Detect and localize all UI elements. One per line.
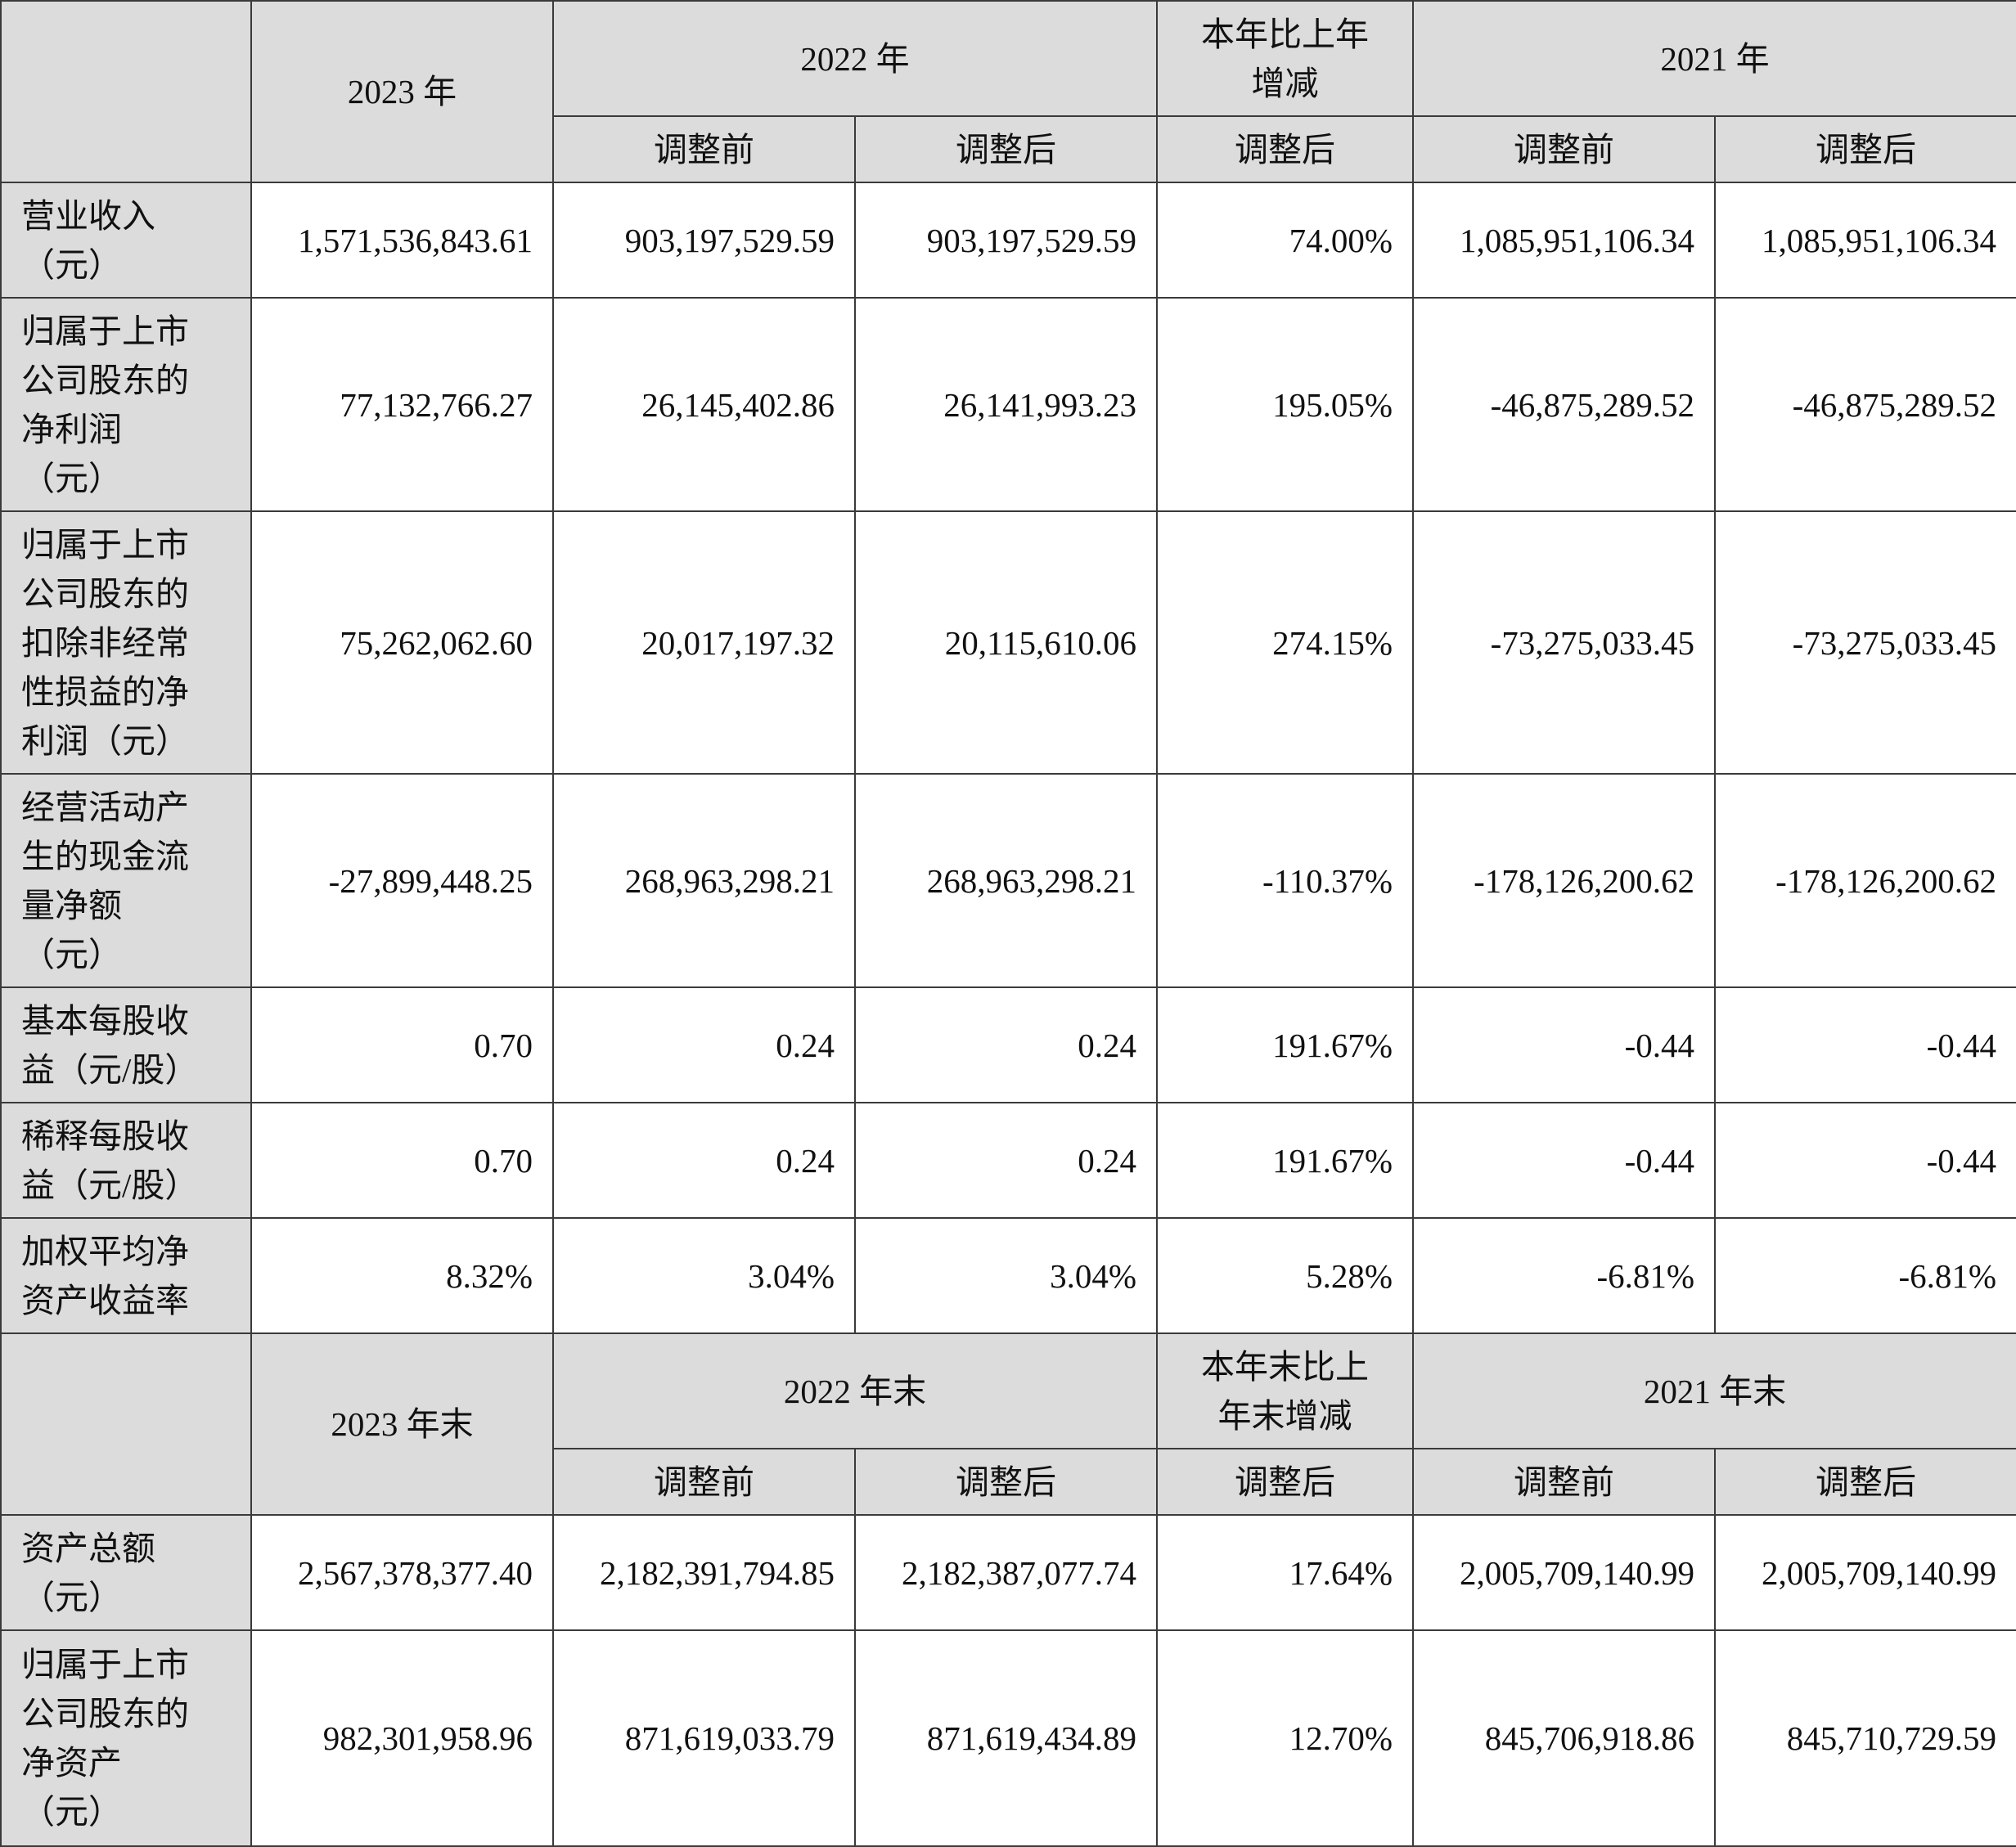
cell-2022-after: 0.24 — [854, 1102, 1158, 1219]
cell-change: 191.67% — [1156, 986, 1414, 1103]
cell-change: 191.67% — [1156, 1102, 1414, 1219]
header-row-sub-2: 调整前 调整后 调整后 调整前 调整后 — [1, 1448, 2016, 1516]
header-2023-end: 2023 年末 — [250, 1332, 554, 1516]
cell-2022-before: 26,145,402.86 — [552, 297, 856, 512]
subheader-change-after: 调整后 — [1156, 115, 1414, 183]
header-corner-2 — [0, 1332, 252, 1516]
cell-change: 5.28% — [1156, 1217, 1414, 1334]
subheader-2021-before: 调整前 — [1412, 1448, 1716, 1516]
row-label: 基本每股收 益（元/股） — [0, 986, 252, 1103]
cell-2023: -27,899,448.25 — [250, 773, 554, 988]
cell-change: 12.70% — [1156, 1629, 1414, 1847]
cell-2021-after: -6.81% — [1714, 1217, 2016, 1334]
header-2021-end: 2021 年末 — [1412, 1332, 2016, 1449]
header-2023: 2023 年 — [250, 0, 554, 183]
header-2021: 2021 年 — [1412, 0, 2016, 117]
cell-2021-after: -46,875,289.52 — [1714, 297, 2016, 512]
cell-2021-before: 2,005,709,140.99 — [1412, 1514, 1716, 1631]
cell-change: 195.05% — [1156, 297, 1414, 512]
table-row-revenue: 营业收入 （元） 1,571,536,843.61 903,197,529.59… — [0, 182, 2016, 299]
table-row-net-profit-deducted: 归属于上市 公司股东的 扣除非经常 性损益的净 利润（元） 75,262,062… — [0, 510, 2016, 775]
row-label: 稀释每股收 益（元/股） — [0, 1102, 252, 1219]
subheader-change-after: 调整后 — [1156, 1448, 1414, 1516]
cell-2021-before: -178,126,200.62 — [1412, 773, 1716, 988]
cell-2022-after: 268,963,298.21 — [854, 773, 1158, 988]
cell-2021-before: 845,706,918.86 — [1412, 1629, 1716, 1847]
cell-2022-after: 20,115,610.06 — [854, 510, 1158, 775]
cell-2023: 1,571,536,843.61 — [250, 182, 554, 299]
cell-2022-after: 3.04% — [854, 1217, 1158, 1334]
cell-2022-before: 20,017,197.32 — [552, 510, 856, 775]
subheader-2022-after: 调整后 — [854, 1448, 1158, 1516]
row-label: 归属于上市 公司股东的 净资产 （元） — [0, 1629, 252, 1847]
subheader-2021-after: 调整后 — [1714, 1448, 2016, 1516]
cell-2021-before: -46,875,289.52 — [1412, 297, 1716, 512]
row-label: 营业收入 （元） — [0, 182, 252, 299]
row-label: 归属于上市 公司股东的 净利润 （元） — [0, 297, 252, 512]
cell-2023: 8.32% — [250, 1217, 554, 1334]
cell-2021-before: 1,085,951,106.34 — [1412, 182, 1716, 299]
cell-2021-after: -178,126,200.62 — [1714, 773, 2016, 988]
cell-2022-after: 903,197,529.59 — [854, 182, 1158, 299]
cell-2022-before: 3.04% — [552, 1217, 856, 1334]
cell-2023: 2,567,378,377.40 — [250, 1514, 554, 1631]
header-row-sub: 调整前 调整后 调整后 调整前 调整后 — [1, 115, 2016, 183]
cell-2021-before: -73,275,033.45 — [1412, 510, 1716, 775]
header-row-years: 2023 年 2022 年 本年比上年 增减 2021 年 — [0, 0, 2016, 183]
cell-2021-after: 1,085,951,106.34 — [1714, 182, 2016, 299]
cell-2022-before: 2,182,391,794.85 — [552, 1514, 856, 1631]
cell-2021-before: -6.81% — [1412, 1217, 1716, 1334]
header-2022: 2022 年 — [552, 0, 1158, 117]
cell-2022-before: 903,197,529.59 — [552, 182, 856, 299]
cell-2021-after: -0.44 — [1714, 1102, 2016, 1219]
subheader-2022-after: 调整后 — [854, 115, 1158, 183]
cell-change: 17.64% — [1156, 1514, 1414, 1631]
cell-2023: 0.70 — [250, 986, 554, 1103]
cell-2021-after: -0.44 — [1714, 986, 2016, 1103]
cell-2022-before: 0.24 — [552, 986, 856, 1103]
cell-2022-before: 268,963,298.21 — [552, 773, 856, 988]
table-row-diluted-eps: 稀释每股收 益（元/股） 0.70 0.24 0.24 191.67% -0.4… — [0, 1102, 2016, 1219]
subheader-2022-before: 调整前 — [552, 115, 856, 183]
cell-2022-after: 871,619,434.89 — [854, 1629, 1158, 1847]
cell-2021-before: -0.44 — [1412, 986, 1716, 1103]
header-corner — [0, 0, 252, 183]
row-label: 加权平均净 资产收益率 — [0, 1217, 252, 1334]
table-row-total-assets: 资产总额 （元） 2,567,378,377.40 2,182,391,794.… — [0, 1514, 2016, 1631]
header-2022-end: 2022 年末 — [552, 1332, 1158, 1449]
cell-2021-before: -0.44 — [1412, 1102, 1716, 1219]
cell-2023: 0.70 — [250, 1102, 554, 1219]
cell-2021-after: 845,710,729.59 — [1714, 1629, 2016, 1847]
cell-2022-before: 871,619,033.79 — [552, 1629, 856, 1847]
header-row-year-end: 2023 年末 2022 年末 本年末比上 年末增减 2021 年末 — [0, 1332, 2016, 1516]
row-label: 归属于上市 公司股东的 扣除非经常 性损益的净 利润（元） — [0, 510, 252, 775]
table-row-net-assets: 归属于上市 公司股东的 净资产 （元） 982,301,958.96 871,6… — [0, 1629, 2016, 1847]
cell-change: -110.37% — [1156, 773, 1414, 988]
cell-2023: 77,132,766.27 — [250, 297, 554, 512]
cell-2021-after: 2,005,709,140.99 — [1714, 1514, 2016, 1631]
row-label: 经营活动产 生的现金流 量净额 （元） — [0, 773, 252, 988]
table-row-roe: 加权平均净 资产收益率 8.32% 3.04% 3.04% 5.28% -6.8… — [0, 1217, 2016, 1334]
cell-2022-after: 2,182,387,077.74 — [854, 1514, 1158, 1631]
cell-change: 274.15% — [1156, 510, 1414, 775]
cell-2022-after: 26,141,993.23 — [854, 297, 1158, 512]
header-change-end: 本年末比上 年末增减 — [1156, 1332, 1414, 1449]
subheader-2022-before: 调整前 — [552, 1448, 856, 1516]
cell-change: 74.00% — [1156, 182, 1414, 299]
cell-2022-before: 0.24 — [552, 1102, 856, 1219]
cell-2022-after: 0.24 — [854, 986, 1158, 1103]
subheader-2021-before: 调整前 — [1412, 115, 1716, 183]
header-change: 本年比上年 增减 — [1156, 0, 1414, 117]
cell-2023: 75,262,062.60 — [250, 510, 554, 775]
cell-2021-after: -73,275,033.45 — [1714, 510, 2016, 775]
table-row-operating-cash-flow: 经营活动产 生的现金流 量净额 （元） -27,899,448.25 268,9… — [0, 773, 2016, 988]
subheader-2021-after: 调整后 — [1714, 115, 2016, 183]
table-row-basic-eps: 基本每股收 益（元/股） 0.70 0.24 0.24 191.67% -0.4… — [0, 986, 2016, 1103]
row-label: 资产总额 （元） — [0, 1514, 252, 1631]
table-row-net-profit: 归属于上市 公司股东的 净利润 （元） 77,132,766.27 26,145… — [0, 297, 2016, 512]
cell-2023: 982,301,958.96 — [250, 1629, 554, 1847]
